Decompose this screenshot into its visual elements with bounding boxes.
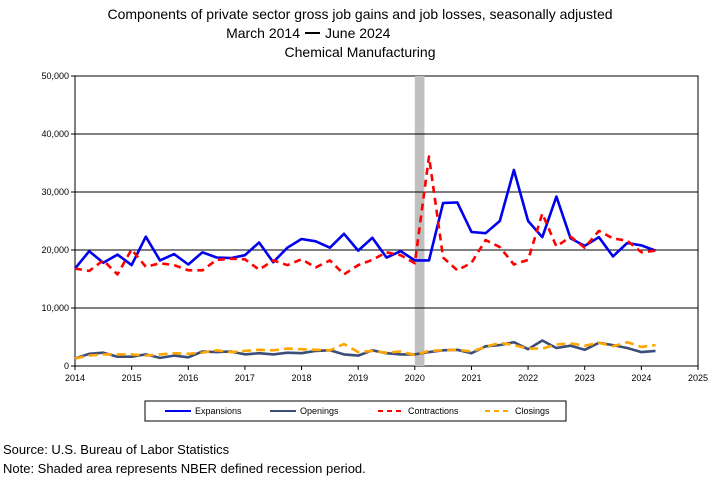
legend-label-contractions: Contractions — [408, 406, 459, 416]
legend-label-closings: Closings — [515, 406, 550, 416]
y-tick-label: 0 — [64, 361, 69, 371]
y-tick-label: 10,000 — [41, 303, 69, 313]
x-tick-label: 2019 — [348, 373, 368, 383]
y-tick-label: 40,000 — [41, 129, 69, 139]
x-tick-label: 2024 — [631, 373, 651, 383]
x-tick-label: 2025 — [688, 373, 708, 383]
x-tick-label: 2022 — [518, 373, 538, 383]
recession-note: Note: Shaded area represents NBER define… — [3, 461, 366, 476]
x-tick-label: 2017 — [235, 373, 255, 383]
legend-label-openings: Openings — [300, 406, 339, 416]
x-tick-label: 2016 — [178, 373, 198, 383]
chart-subtitle-industry: Chemical Manufacturing — [285, 44, 436, 60]
series-line-expansions — [73, 168, 656, 270]
series-line-openings — [74, 339, 656, 360]
x-tick-label: 2018 — [292, 373, 312, 383]
legend-label-expansions: Expansions — [195, 406, 242, 416]
x-tick-label: 2015 — [122, 373, 142, 383]
y-tick-label: 30,000 — [41, 187, 69, 197]
legend: Expansions Openings Contractions Closings — [144, 400, 567, 422]
chart-subtitle-start: March 2014 — [226, 25, 300, 41]
x-tick-label: 2020 — [405, 373, 425, 383]
series-line-contractions — [74, 155, 656, 276]
y-tick-label: 50,000 — [41, 71, 69, 81]
x-tick-label: 2014 — [65, 373, 85, 383]
legend-box — [144, 400, 567, 422]
plot-frame — [74, 75, 699, 367]
source-note: Source: U.S. Bureau of Labor Statistics — [3, 442, 230, 457]
chart-title: Components of private sector gross job g… — [107, 6, 612, 22]
y-tick-label: 20,000 — [41, 245, 69, 255]
chart-subtitle-end: June 2024 — [325, 25, 391, 41]
x-tick-label: 2021 — [461, 373, 481, 383]
plot-area: 0 10,000 20,000 30,000 40,000 50,000 2014 2015 2… — [41, 71, 708, 383]
series-line-closings — [74, 340, 656, 360]
x-tick-label: 2023 — [575, 373, 595, 383]
